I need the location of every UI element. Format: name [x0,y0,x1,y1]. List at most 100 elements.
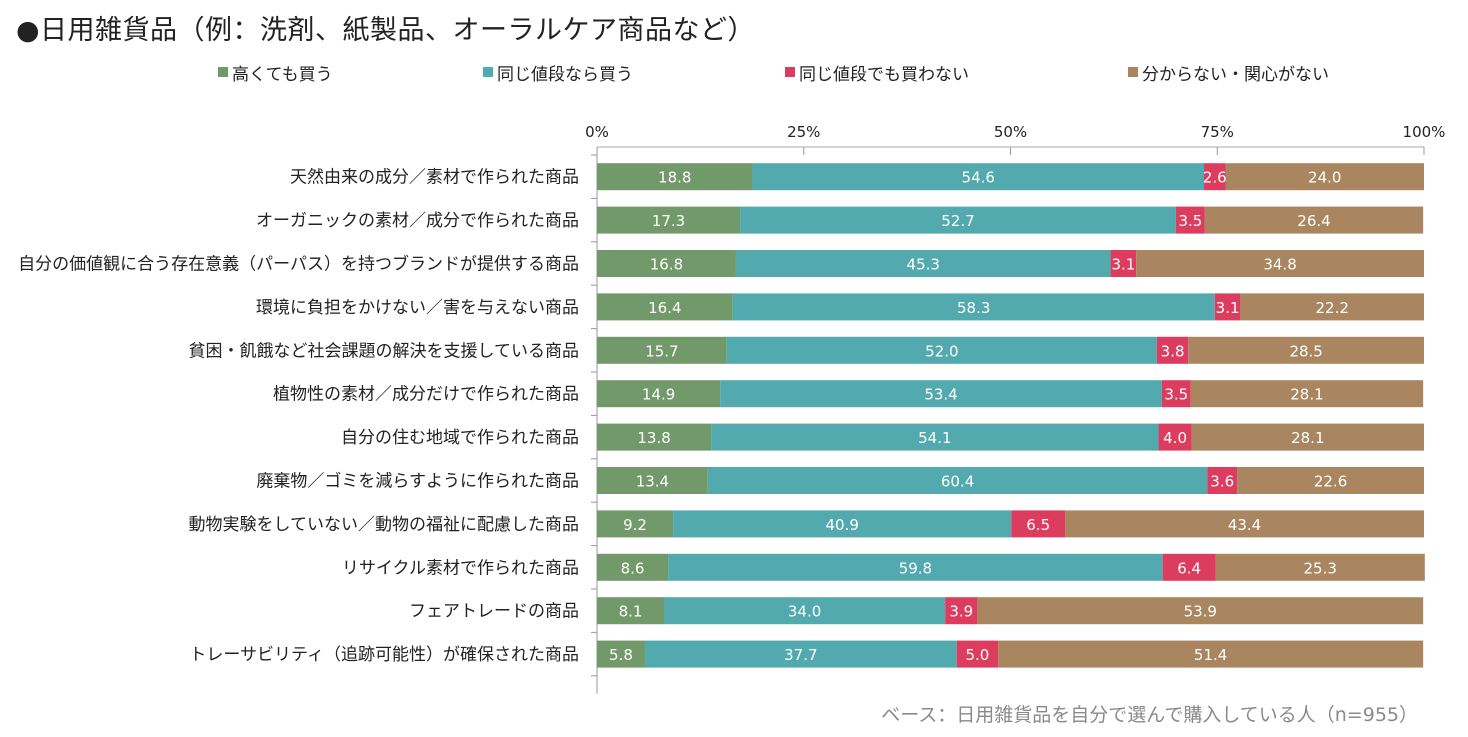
bar-segment [1136,250,1424,277]
category-label: トレーサビリティ（追跡可能性）が確保された商品 [189,645,579,665]
data-label: 8.1 [619,603,643,621]
data-label: 22.2 [1315,299,1348,317]
bar-segment [597,380,721,408]
data-label: 3.5 [1178,212,1202,230]
bar-segment [597,293,733,321]
data-label: 37.7 [784,646,817,664]
data-label: 34.0 [788,603,821,621]
data-label: 26.4 [1297,212,1330,230]
bar-segment [1225,163,1424,191]
legend-swatch [1128,67,1138,77]
bar-segment [1240,293,1424,321]
bar-segment [998,640,1424,668]
base-footnote: ベース：日用雑貨品を自分で選んで購入している人（n=955） [881,704,1418,726]
legend-swatch [785,67,795,77]
data-label: 15.7 [645,342,678,360]
data-label: 52.7 [941,212,974,230]
bar-segment [1158,423,1192,451]
data-label: 34.8 [1263,256,1296,274]
bar-segment [597,336,727,364]
legend-swatch [483,67,493,77]
bar-segment [1156,336,1189,364]
data-label: 13.4 [636,473,669,491]
data-label: 51.4 [1194,646,1227,664]
x-tick-label: 100% [1403,123,1446,141]
data-label: 59.8 [899,559,932,577]
data-label: 9.2 [623,516,647,534]
data-label: 8.6 [621,559,645,577]
bar-segment [977,597,1424,625]
chart-title: ●日用雑貨品（例：洗剤、紙製品、オーラルケア商品など） [16,15,756,46]
bar-segment [597,640,645,668]
category-label: 自分の価値観に合う存在意義（パーパス）を持つブランドが提供する商品 [18,254,579,275]
data-label: 45.3 [907,256,940,274]
bar-segment [707,467,1208,494]
data-label: 2.6 [1203,169,1227,187]
bar-segment [711,423,1159,451]
data-label: 16.8 [650,256,683,274]
bar-segment [663,597,946,625]
category-label: 植物性の素材／成分だけで作られた商品 [273,385,579,405]
bar-segment [1110,250,1137,277]
data-label: 13.8 [637,429,670,447]
category-label: 環境に負担をかけない／害を与えない商品 [256,298,579,318]
bar-segment [945,597,978,625]
data-label: 54.6 [962,169,995,187]
bar-segment [597,553,669,581]
data-label: 17.3 [652,212,685,230]
bar-segment [1011,510,1066,538]
bar-segment [1161,380,1191,408]
category-label: 天然由来の成分／素材で作られた商品 [290,168,579,188]
bar-segment [1162,553,1216,581]
bar-segment [668,553,1163,581]
data-label: 28.1 [1291,429,1324,447]
data-label: 22.6 [1314,473,1347,491]
x-tick-label: 25% [787,123,820,141]
bar-segment [597,250,736,277]
legend-label: 高くても買う [232,65,333,85]
bar-segment [1237,467,1424,494]
data-label: 18.8 [658,169,691,187]
legend-label: 同じ値段でも買わない [799,65,969,85]
data-label: 5.0 [965,646,989,664]
bar-segment [956,640,999,668]
bar-segment [752,163,1205,191]
data-label: 54.1 [918,429,951,447]
data-label: 3.8 [1161,342,1185,360]
category-label: 自分の住む地域で作られた商品 [341,428,579,448]
data-label: 24.0 [1308,169,1341,187]
x-tick-label: 50% [994,123,1027,141]
data-label: 28.5 [1289,342,1322,360]
bar-segment [1215,553,1425,581]
data-label: 16.4 [648,299,681,317]
bar-segment [1214,293,1241,321]
data-label: 40.9 [826,516,859,534]
data-label: 3.5 [1164,386,1188,404]
bar-segment [735,250,1111,277]
data-label: 4.0 [1163,429,1187,447]
data-label: 60.4 [941,473,974,491]
bar-segment [1190,380,1424,408]
data-label: 25.3 [1304,559,1337,577]
category-label: 貧困・飢餓など社会課題の解決を支援している商品 [189,341,580,361]
legend-label: 分からない・関心がない [1142,65,1329,85]
data-label: 3.9 [949,603,973,621]
data-label: 14.9 [642,386,675,404]
legend-swatch [218,67,228,77]
bar-segment [732,293,1215,321]
legend-label: 同じ値段なら買う [497,65,633,85]
bar-segment [1204,206,1424,234]
data-label: 3.6 [1210,473,1234,491]
category-label: 動物実験をしていない／動物の福祉に配慮した商品 [189,515,580,535]
bar-segment [720,380,1162,408]
data-label: 43.4 [1228,516,1261,534]
data-label: 3.1 [1111,256,1135,274]
bar-segment [1188,336,1424,364]
x-tick-label: 0% [585,123,609,141]
category-label: フェアトレードの商品 [409,602,579,622]
bar-segment [673,510,1012,538]
bar-segment [1191,423,1424,451]
bar-segment [597,163,753,191]
bar-segment [597,423,712,451]
